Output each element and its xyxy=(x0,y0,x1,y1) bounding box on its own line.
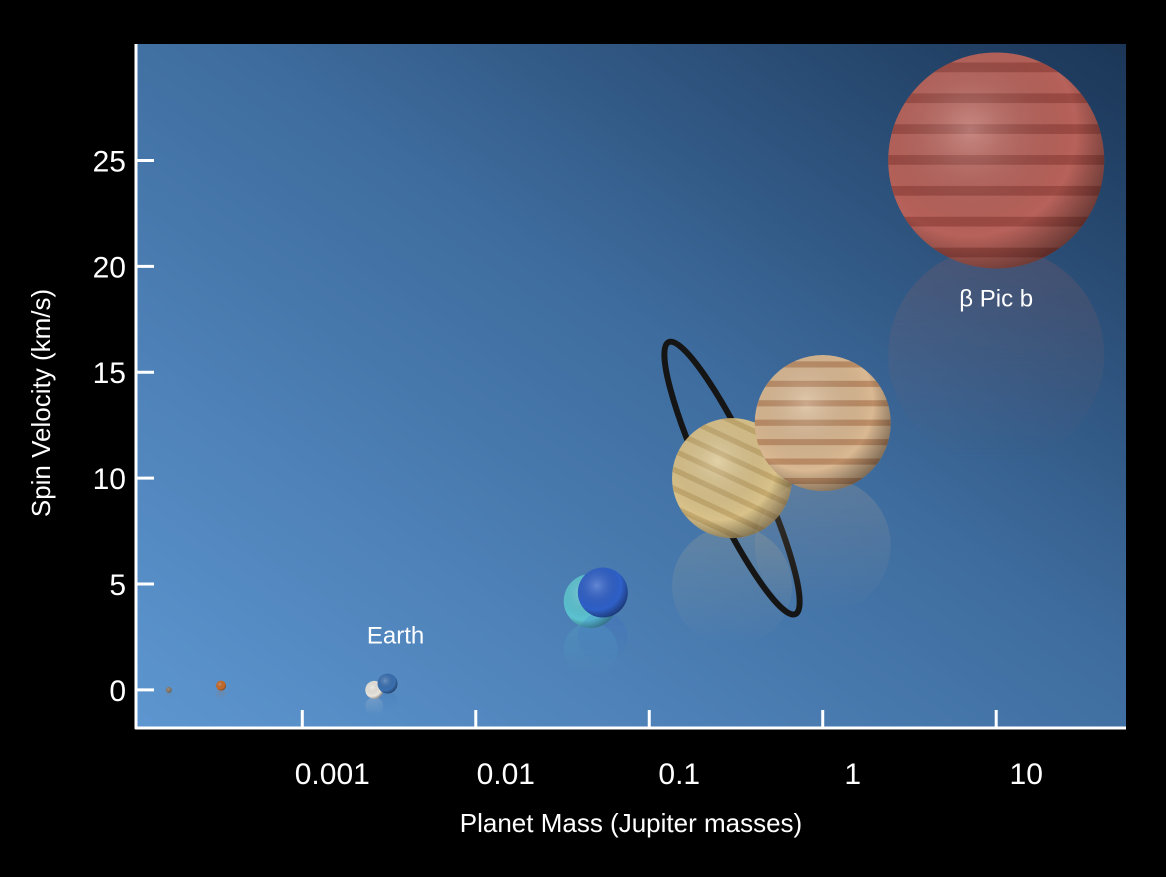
y-tick-label: 5 xyxy=(109,569,126,602)
earth-point: Earth xyxy=(367,623,424,712)
beta-pic-b-shading xyxy=(888,52,1105,269)
jupiter-reflection xyxy=(754,477,891,614)
x-axis-title: Planet Mass (Jupiter masses) xyxy=(460,808,802,838)
x-tick-label: 1 xyxy=(844,758,861,791)
earth-label: Earth xyxy=(367,623,424,650)
y-tick-label: 10 xyxy=(93,463,126,496)
uranus-reflection xyxy=(563,622,618,677)
mars-shading xyxy=(216,680,227,691)
beta-pic-b-point: β Pic b xyxy=(888,52,1105,463)
mercury-shading xyxy=(165,686,172,693)
x-tick-label: 10 xyxy=(1010,758,1043,791)
earth-reflection xyxy=(377,691,398,712)
axes-layer: 0 5 10 15 20 25 0.001 0.01 0.1 1 10 xyxy=(93,44,1126,791)
y-tick-label: 25 xyxy=(93,145,126,178)
earth-shading xyxy=(377,673,398,694)
y-axis-title: Spin Velocity (km/s) xyxy=(26,289,56,517)
y-tick-label: 15 xyxy=(93,357,126,390)
mercury-point xyxy=(165,686,172,699)
neptune-shading xyxy=(577,567,628,618)
jupiter-point xyxy=(754,355,891,614)
mars-point xyxy=(216,680,227,700)
beta-pic-b-reflection xyxy=(888,246,1105,463)
venus-reflection xyxy=(365,697,384,716)
neptune-point xyxy=(577,567,628,663)
mars-reflection xyxy=(216,689,227,700)
y-tick-label: 20 xyxy=(93,251,126,284)
beta-pic-b-label: β Pic b xyxy=(959,285,1033,312)
neptune-reflection xyxy=(577,612,628,663)
y-tick-label: 0 xyxy=(109,675,126,708)
x-tick-label: 0.1 xyxy=(658,758,700,791)
mercury-reflection xyxy=(165,692,172,699)
jupiter-shading xyxy=(754,355,891,492)
saturn-reflection xyxy=(672,526,793,647)
points-layer: Earth β Pic b xyxy=(165,52,1105,716)
x-tick-label: 0.01 xyxy=(477,758,535,791)
x-tick-label: 0.001 xyxy=(295,758,370,791)
